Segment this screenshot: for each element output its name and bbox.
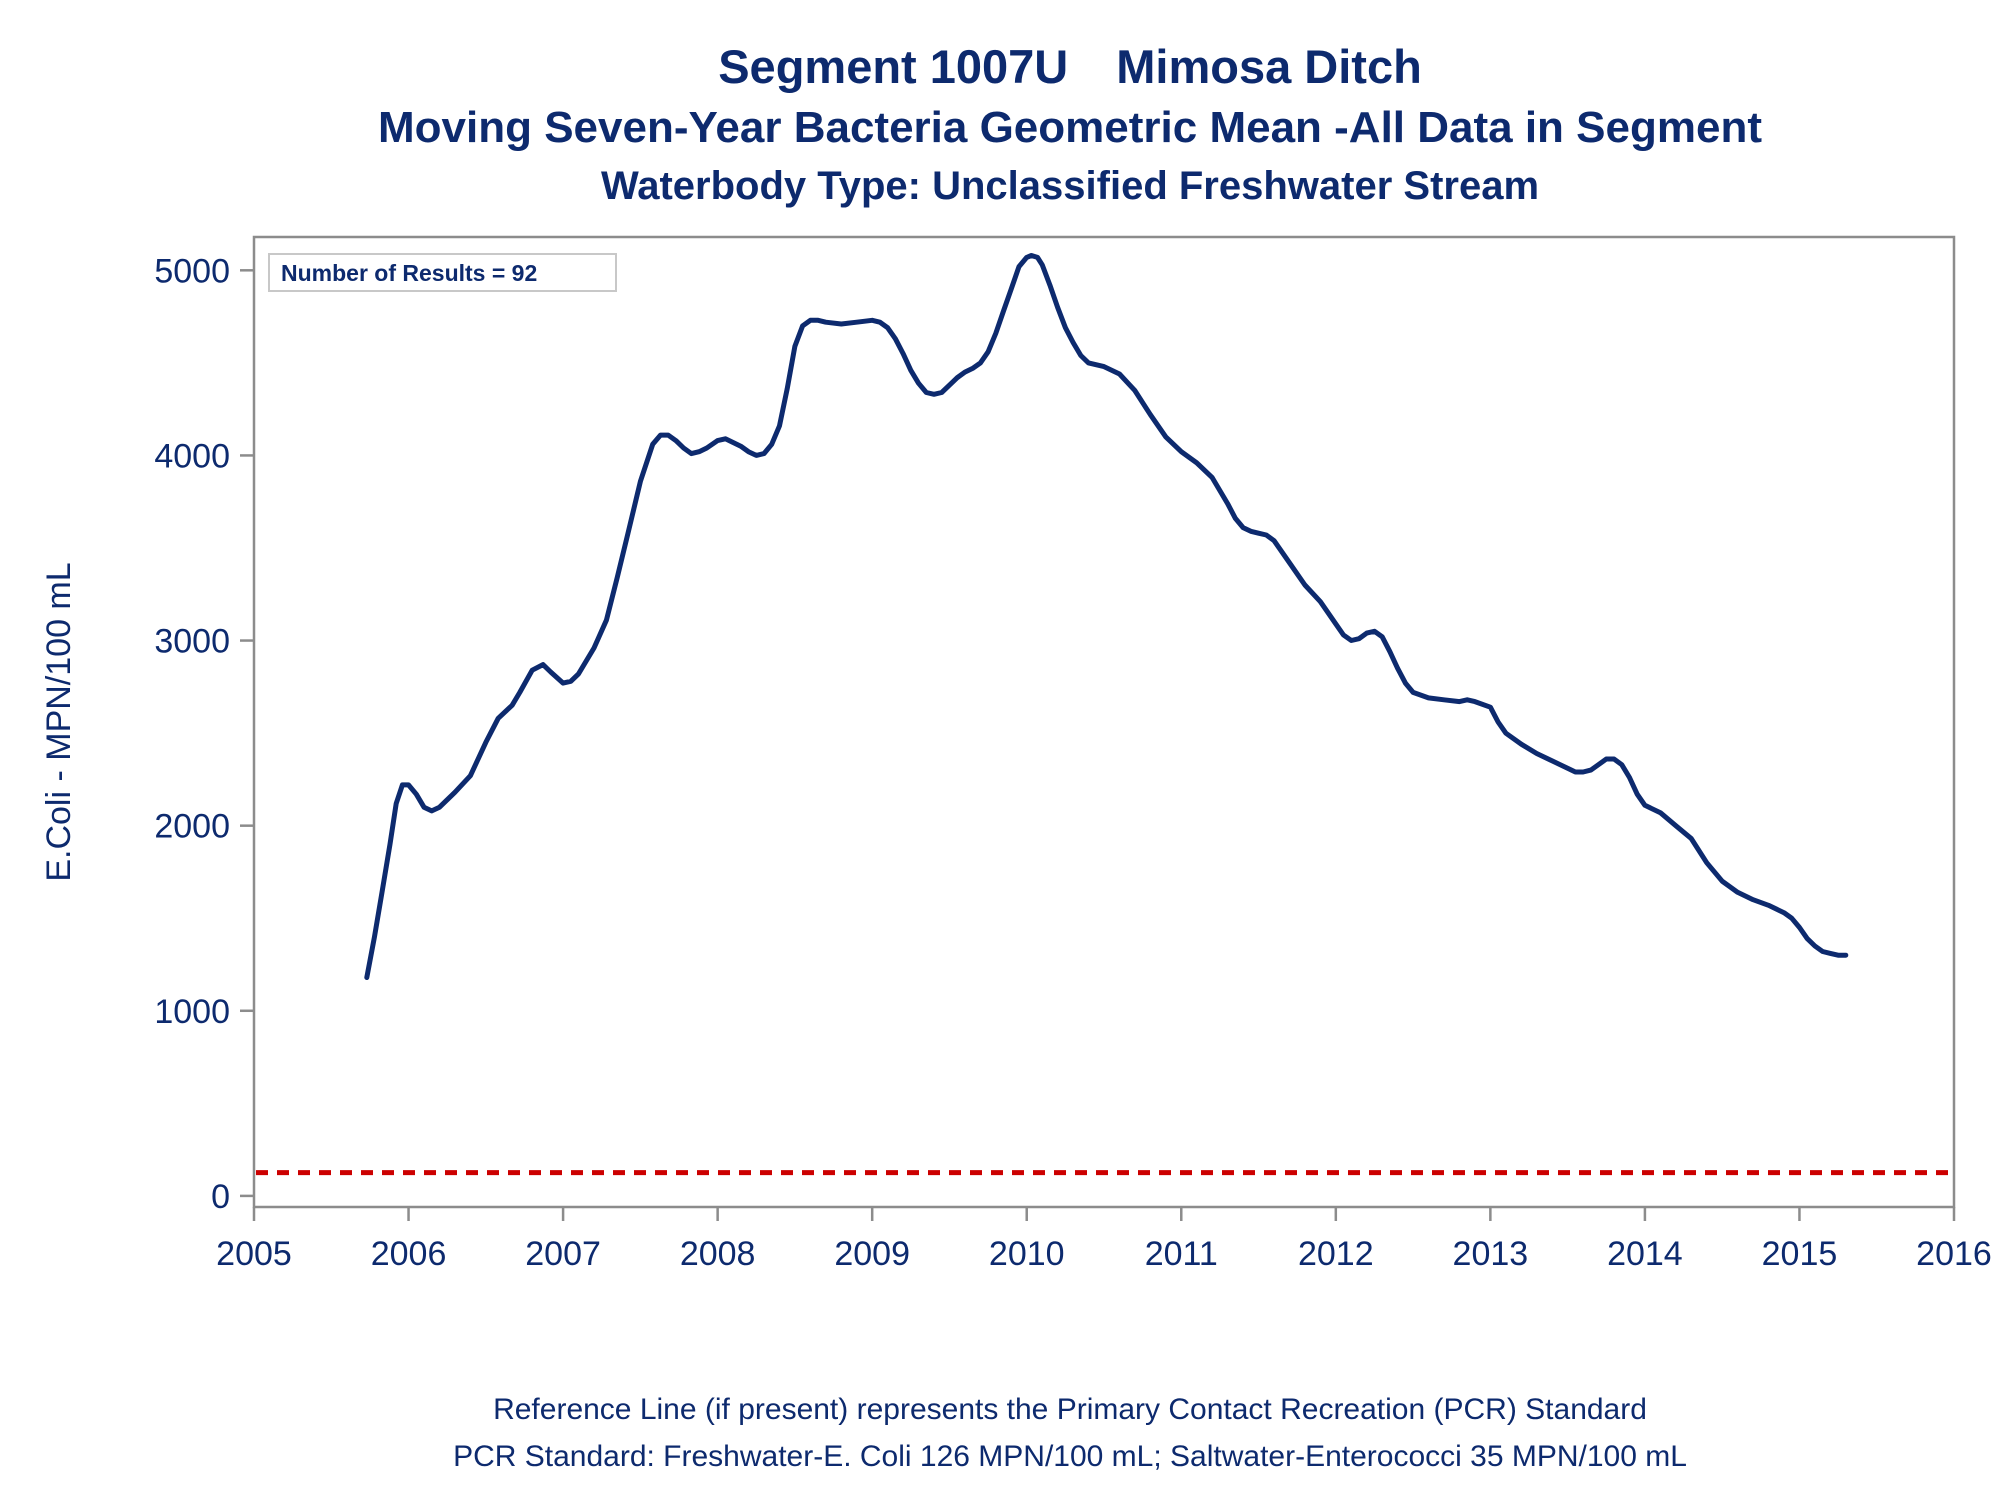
x-tick-label: 2015 [1762, 1235, 1838, 1273]
footer-pcr-standard: PCR Standard: Freshwater-E. Coli 126 MPN… [453, 1440, 1687, 1473]
x-tick-label: 2008 [680, 1235, 756, 1273]
results-count-text: Number of Results = 92 [281, 260, 537, 286]
y-tick-label: 3000 [154, 623, 230, 661]
x-tick-label: 2005 [216, 1235, 292, 1273]
chart-title-name: Mimosa Ditch [1116, 40, 1422, 93]
x-tick-label: 2014 [1607, 1235, 1683, 1273]
series-line [364, 253, 1849, 980]
chart-title-block: Segment 1007U Mimosa Ditch Moving Seven-Y… [0, 36, 2000, 214]
y-tick-label: 4000 [154, 437, 230, 475]
x-tick-label: 2016 [1916, 1235, 1992, 1273]
plot-area [252, 235, 1956, 1209]
chart-title: Segment 1007U Mimosa Ditch [0, 36, 2000, 98]
chart-title-segment: Segment 1007U [718, 40, 1069, 93]
x-tick-label: 2006 [371, 1235, 447, 1273]
x-tick-label: 2011 [1145, 1235, 1218, 1273]
chart-subtitle: Moving Seven-Year Bacteria Geometric Mea… [378, 103, 1762, 152]
x-tick-label: 2013 [1453, 1235, 1529, 1273]
results-count-box: Number of Results = 92 [268, 253, 617, 292]
x-tick-label: 2010 [989, 1235, 1065, 1273]
y-tick-label: 1000 [154, 993, 230, 1031]
x-tick-label: 2012 [1298, 1235, 1374, 1273]
x-tick-label: 2007 [525, 1235, 601, 1273]
chart-subtitle-2: Waterbody Type: Unclassified Freshwater … [600, 164, 1540, 208]
y-tick-label: 5000 [154, 252, 230, 290]
x-axis: 2005 2006 2007 2008 2009 2010 2011 2012 2013 2014… [216, 1207, 1992, 1273]
y-axis-label: E.Coli - MPN/100 mL [40, 562, 78, 881]
plot-frame [252, 235, 1956, 1209]
y-axis: 0 1000 2000 3000 4000 5000 [154, 252, 254, 1216]
x-tick-label: 2009 [834, 1235, 910, 1273]
y-tick-label: 2000 [154, 808, 230, 846]
results-count-frame [268, 253, 617, 292]
footer-reference-note: Reference Line (if present) represents t… [493, 1393, 1647, 1426]
y-tick-label: 0 [211, 1178, 230, 1216]
